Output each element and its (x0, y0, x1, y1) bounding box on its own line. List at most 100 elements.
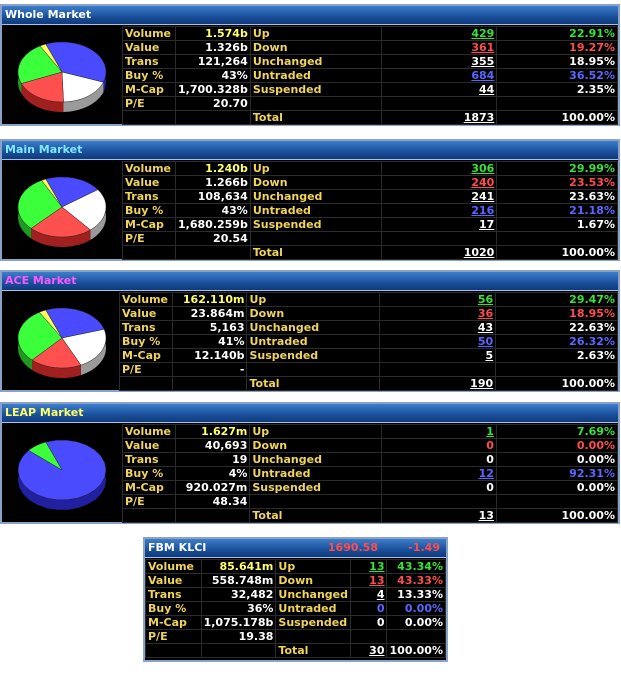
stats-row: Total 190 100.00% (119, 376, 618, 391)
breadth-count[interactable]: 684 (380, 68, 498, 83)
metric-value: 1.266b (174, 175, 251, 190)
pie-slice-down (31, 337, 82, 369)
breadth-percent: 0.00% (495, 438, 619, 453)
ace-market-table: Volume 162.110m Up 56 29.47% Value 23.864m Down… (119, 292, 618, 391)
breadth-count[interactable]: 216 (380, 203, 498, 218)
breadth-count[interactable]: 30 (350, 643, 388, 658)
breadth-count[interactable]: 50 (378, 334, 497, 349)
stats-row: Buy % 43% Untraded 216 21.18% (122, 203, 618, 218)
breadth-count[interactable]: 4 (350, 587, 388, 602)
ace-market-panel: ACE Market Volume 162.110m Up 56 29.47% Value… (0, 270, 620, 392)
metric-label: Volume (119, 292, 173, 307)
stats-row: Value 1.326b Down 361 19.27% (122, 40, 618, 55)
fbm-klci-header: FBM KLCI 1690.58 -1.49 (145, 539, 446, 558)
breadth-count: 0 (350, 601, 388, 616)
breadth-count[interactable]: 17 (380, 217, 498, 232)
main-market-pie (2, 161, 122, 261)
stats-row: M-Cap 1,700.328b Suspended 44 2.35% (122, 82, 618, 97)
breadth-percent: 1.67% (496, 217, 618, 232)
breadth-percent: 100.00% (495, 508, 619, 523)
leap-market-header: LEAP Market (2, 404, 618, 423)
breadth-count[interactable]: 44 (380, 82, 498, 97)
breadth-count (380, 231, 498, 246)
breadth-count[interactable]: 306 (380, 161, 498, 176)
breadth-label: Suspended (249, 480, 382, 495)
stats-row: Trans 19 Unchanged 0 0.00% (122, 452, 619, 467)
pie-slice-unchanged (61, 71, 104, 103)
stats-row: Volume 1.627m Up 1 7.69% (122, 424, 619, 439)
breadth-percent (495, 494, 619, 509)
breadth-count[interactable]: 56 (378, 292, 497, 307)
metric-label: Trans (122, 189, 176, 204)
stats-row: M-Cap 920.027m Suspended 0 0.00% (122, 480, 619, 495)
stats-row: P/E 20.54 (122, 231, 618, 246)
metric-label: M-Cap (145, 615, 202, 630)
breadth-count[interactable]: 13 (380, 508, 497, 523)
breadth-count[interactable]: 43 (378, 320, 497, 335)
metric-label: Value (119, 306, 173, 321)
breadth-count[interactable]: 361 (380, 40, 498, 55)
metric-value: 1,075.178b (200, 615, 277, 630)
metric-label: M-Cap (122, 82, 176, 97)
breadth-count[interactable]: 241 (380, 189, 498, 204)
stats-row: Trans 5,163 Unchanged 43 22.63% (119, 320, 618, 335)
metric-value: 558.748m (200, 573, 277, 588)
metric-value: 19.38 (200, 629, 277, 644)
pie-slice-up (17, 180, 63, 229)
breadth-count[interactable]: 13 (350, 559, 388, 574)
metric-value: 920.027m (174, 480, 251, 495)
pie-slice-down (30, 206, 91, 238)
breadth-label: Unchanged (246, 320, 380, 335)
metric-value (174, 245, 251, 260)
breadth-count[interactable]: 190 (378, 376, 497, 391)
breadth-label: Up (249, 26, 382, 41)
fbm-klci-index: 1690.58 (327, 541, 378, 554)
breadth-percent (386, 629, 446, 644)
breadth-count[interactable]: 12 (380, 466, 497, 481)
breadth-count[interactable]: 5 (378, 348, 497, 363)
stats-row: P/E 20.70 (122, 96, 618, 111)
stats-row: Total 1873 100.00% (122, 110, 618, 125)
breadth-percent: 22.63% (495, 320, 618, 335)
breadth-percent: 7.69% (495, 424, 619, 439)
fbm-klci-table: Volume 85.641m Up 13 43.34% Value 558.748m Down… (145, 559, 446, 658)
whole-market-pie (2, 26, 122, 126)
leap-market-pie (2, 424, 122, 524)
metric-value: 121,264 (174, 54, 251, 69)
breadth-count[interactable]: 355 (380, 54, 498, 69)
breadth-count[interactable]: 429 (380, 26, 498, 41)
metric-label: P/E (122, 494, 176, 509)
fbm-klci-title: FBM KLCI (148, 541, 207, 554)
pie-slice-down (21, 71, 64, 103)
breadth-count[interactable]: 1020 (380, 245, 498, 260)
metric-value: 20.54 (174, 231, 251, 246)
breadth-count[interactable]: 1873 (380, 110, 498, 125)
breadth-percent: 0.00% (386, 615, 446, 630)
metric-label: P/E (145, 629, 202, 644)
breadth-count[interactable]: 36 (378, 306, 497, 321)
stats-row: Buy % 43% Untraded 684 36.52% (122, 68, 618, 83)
breadth-label (249, 494, 382, 509)
breadth-count[interactable]: 1 (380, 424, 497, 439)
pie-slice-untraded (45, 176, 99, 208)
metric-value (174, 110, 251, 125)
breadth-label: Up (249, 161, 382, 176)
breadth-count: 0 (350, 615, 388, 630)
metric-value: 1.326b (174, 40, 251, 55)
breadth-count[interactable]: 13 (350, 573, 388, 588)
breadth-label: Total (249, 110, 382, 125)
pie-slice-unchanged (61, 329, 107, 366)
stats-row: Total 30 100.00% (145, 643, 446, 658)
leap-market-panel: LEAP Market Volume 1.627m Up 1 7.69% Value 40,… (0, 402, 620, 524)
metric-label: Buy % (122, 466, 176, 481)
breadth-count[interactable]: 240 (380, 175, 498, 190)
metric-value: 108,634 (174, 189, 251, 204)
stats-row: Value 23.864m Down 36 18.95% (119, 306, 618, 321)
metric-label: Volume (122, 161, 176, 176)
stats-row: Total 13 100.00% (122, 508, 619, 523)
ace-pie-svg (17, 307, 107, 378)
pie-slice-suspended (39, 43, 63, 73)
breadth-percent: 0.00% (386, 601, 446, 616)
main-market-table: Volume 1.240b Up 306 29.99% Value 1.266b Down 24… (122, 161, 618, 260)
stats-row: M-Cap 12.140b Suspended 5 2.63% (119, 348, 618, 363)
